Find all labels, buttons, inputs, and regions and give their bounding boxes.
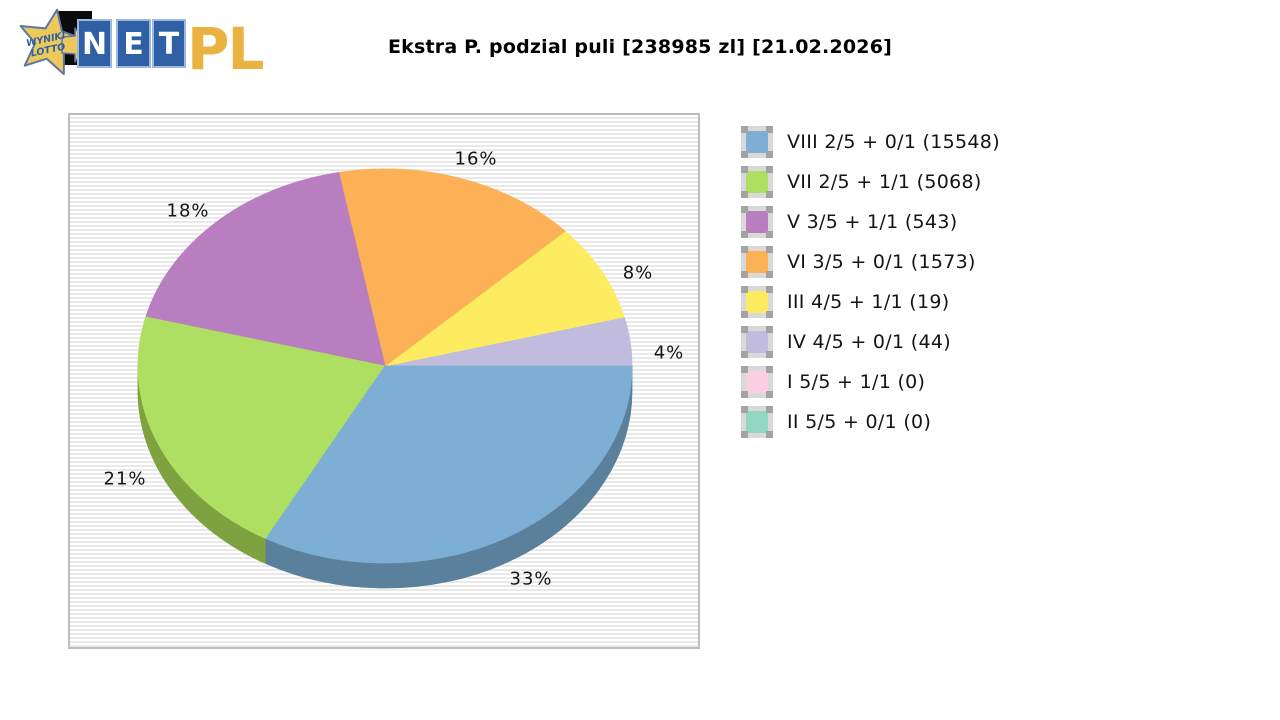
pie-slice-label: 16% — [454, 148, 498, 170]
svg-text:T: T — [159, 27, 180, 62]
svg-text:E: E — [123, 27, 144, 62]
legend-item: I 5/5 + 1/1 (0) — [741, 362, 1000, 402]
legend-swatch — [741, 326, 773, 358]
page-title: Ekstra P. podzial puli [238985 zl] [21.0… — [387, 36, 893, 58]
legend-item: V 3/5 + 1/1 (543) — [741, 202, 1000, 242]
site-logo: WYNIKI LOTTO N E T PL — [19, 8, 264, 83]
legend-swatch — [741, 286, 773, 318]
legend-swatch — [741, 366, 773, 398]
logo-pl-text: PL — [187, 15, 264, 83]
logo-tile-e — [116, 19, 151, 68]
legend-swatch — [741, 406, 773, 438]
legend-item: IV 4/5 + 0/1 (44) — [741, 322, 1000, 362]
pie-slice-label: 4% — [653, 342, 685, 364]
legend-item: III 4/5 + 1/1 (19) — [741, 282, 1000, 322]
legend-swatch — [741, 166, 773, 198]
pie-slice-label: 8% — [622, 262, 654, 284]
legend-label: IV 4/5 + 0/1 (44) — [787, 331, 951, 353]
logo-tile-n — [77, 19, 112, 68]
pie-slice — [338, 168, 566, 367]
legend-item: VI 3/5 + 0/1 (1573) — [741, 242, 1000, 282]
legend-swatch — [741, 246, 773, 278]
legend-label: VIII 2/5 + 0/1 (15548) — [787, 131, 1000, 153]
legend-label: I 5/5 + 1/1 (0) — [787, 371, 926, 393]
pie-chart — [137, 168, 633, 589]
pie-slice-label: 33% — [509, 568, 553, 590]
legend-swatch — [741, 206, 773, 238]
legend-label: III 4/5 + 1/1 (19) — [787, 291, 950, 313]
legend-swatch — [741, 126, 773, 158]
chart-legend: VIII 2/5 + 0/1 (15548) VII 2/5 + 1/1 (506… — [741, 122, 1000, 442]
pie-slice-label: 18% — [166, 200, 210, 222]
pie-slice-label: 21% — [103, 468, 147, 490]
logo-tile-t — [152, 19, 186, 68]
legend-item: VII 2/5 + 1/1 (5068) — [741, 162, 1000, 202]
legend-label: VII 2/5 + 1/1 (5068) — [787, 171, 982, 193]
pie-slice — [384, 230, 625, 367]
chart-panel: 33% 21% 18% 16% 8% 4% — [68, 113, 700, 649]
legend-item: VIII 2/5 + 0/1 (15548) — [741, 122, 1000, 162]
logo-net-text: N E T — [82, 27, 180, 62]
legend-item: II 5/5 + 0/1 (0) — [741, 402, 1000, 442]
legend-label: II 5/5 + 0/1 (0) — [787, 411, 932, 433]
legend-label: V 3/5 + 1/1 (543) — [787, 211, 958, 233]
pie-slice — [265, 365, 633, 564]
svg-text:N: N — [82, 27, 107, 62]
pie-slice — [145, 172, 386, 367]
legend-label: VI 3/5 + 0/1 (1573) — [787, 251, 976, 273]
pie-slice — [137, 316, 386, 540]
